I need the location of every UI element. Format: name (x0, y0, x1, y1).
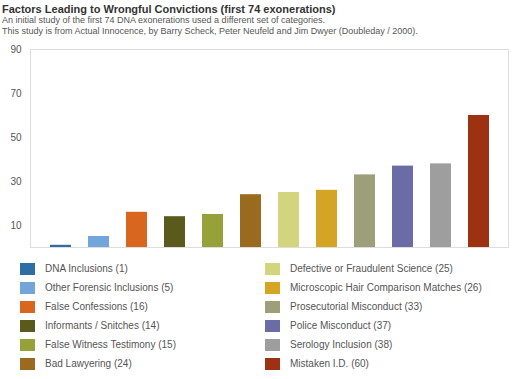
html-text:Microscopic Hair Comparison Ma: Microscopic Hair Comparison Matches (26) (290, 282, 482, 293)
html-text:Informants / Snitches (14): Informants / Snitches (14) (45, 320, 160, 331)
html-text:Mistaken I.D. (60): Mistaken I.D. (60) (290, 358, 369, 369)
svg-text:30: 30 (10, 176, 22, 187)
html-text:Prosecutorial Misconduct (33): Prosecutorial Misconduct (33) (290, 301, 423, 312)
html-text:Defective or Fraudulent Scienc: Defective or Fraudulent Science (25) (290, 263, 453, 274)
svg-text:10: 10 (10, 220, 22, 231)
svg-text:90: 90 (10, 44, 22, 55)
html-text:Bad Lawyering (24): Bad Lawyering (24) (45, 358, 132, 369)
html-text:Police Misconduct (37): Police Misconduct (37) (290, 320, 392, 331)
html-text:False Witness Testimony (15): False Witness Testimony (15) (45, 339, 176, 350)
svg-text:70: 70 (10, 88, 22, 99)
html-text:This study is from Actual Inno: This study is from Actual Innocence, by … (2, 26, 418, 36)
html-text:An initial study of the first: An initial study of the first 74 DNA exo… (2, 15, 325, 25)
html-text:False Confessions (16): False Confessions (16) (45, 301, 148, 312)
svg-text:50: 50 (10, 132, 22, 143)
html-text:DNA Inclusions (1): DNA Inclusions (1) (45, 263, 128, 274)
html-text:Other Forensic Inclusions (5): Other Forensic Inclusions (5) (45, 282, 174, 293)
html-text:Factors Leading to Wrongful Co: Factors Leading to Wrongful Convictions … (2, 3, 336, 15)
html-text:Serology Inclusion (38): Serology Inclusion (38) (290, 339, 393, 350)
